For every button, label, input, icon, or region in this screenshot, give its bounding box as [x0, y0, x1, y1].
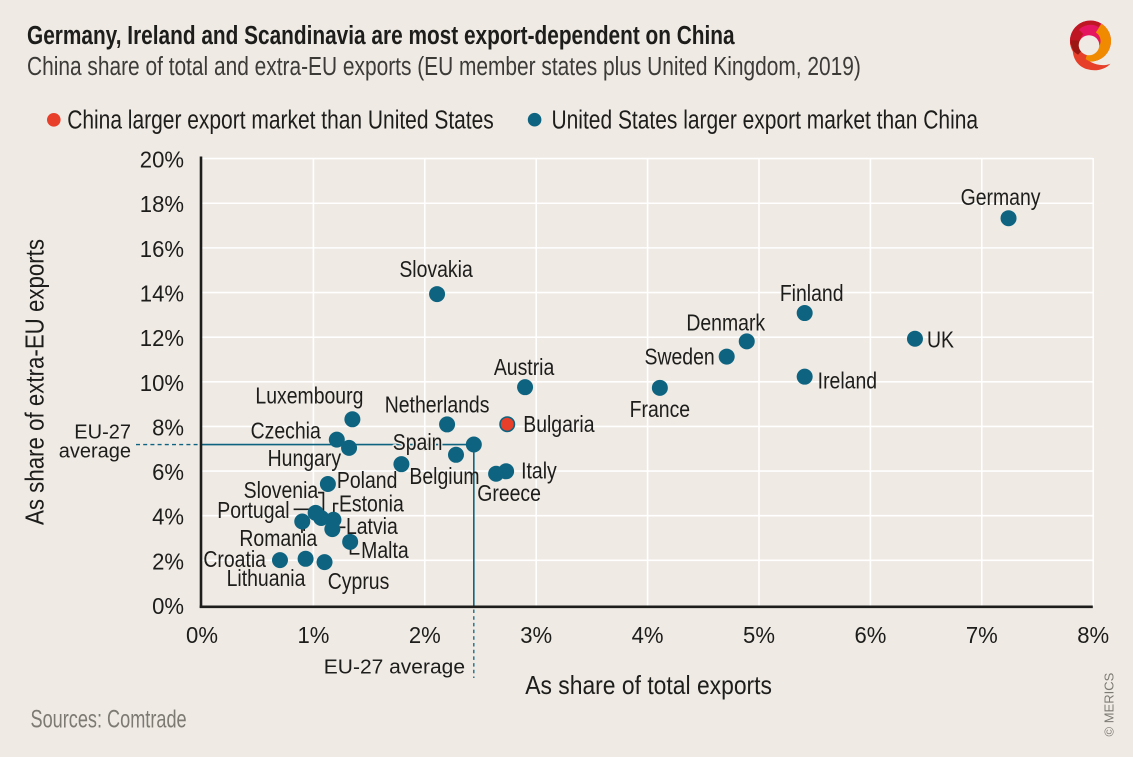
y-tick-label-4: 4% [152, 503, 184, 530]
dot-lithuania [297, 550, 314, 567]
chart-subtitle: China share of total and extra-EU export… [27, 52, 861, 81]
dot-germany [1000, 210, 1017, 227]
credit-note: © MERICS [1102, 672, 1117, 736]
logo-red-swoosh [1072, 50, 1111, 71]
dot-denmark [738, 333, 755, 350]
label-croatia: Croatia [203, 547, 266, 573]
label-netherlands: Netherlands [385, 392, 490, 418]
label-hungary: Hungary [268, 445, 342, 471]
y-tick-label-0: 0% [152, 592, 184, 619]
legend: China larger export market than United S… [47, 106, 979, 135]
x-tick-label-1: 1% [297, 621, 329, 648]
label-france: France [630, 396, 690, 422]
dot-cyprus [316, 554, 333, 571]
dot-netherlands [439, 416, 456, 433]
y-tick-label-16: 16% [140, 235, 184, 262]
y-tick-label-8: 8% [152, 414, 184, 441]
label-romania: Romania [239, 525, 317, 551]
logo-maroon-arc [1070, 40, 1084, 56]
legend-label-us: United States larger export market than … [552, 106, 979, 135]
x-tick-label-5: 5% [743, 621, 775, 648]
dot-poland [319, 476, 336, 493]
eu27-left-label-line2: average [59, 441, 131, 463]
dot-slovakia [429, 286, 446, 303]
dot-greece [488, 465, 505, 482]
label-germany: Germany [961, 185, 1041, 211]
dot-finland [796, 305, 813, 322]
label-slovenia: Slovenia [244, 477, 319, 503]
label-lithuania: Lithuania [227, 565, 306, 591]
label-connector-slovenia [317, 491, 325, 512]
x-axis-title: As share of total exports [525, 672, 772, 700]
dot-slovenia [313, 509, 330, 526]
y-tick-label-6: 6% [152, 458, 184, 485]
legend-dot-china-icon [47, 113, 61, 127]
y-tick-label-10: 10% [140, 369, 184, 396]
label-cyprus: Cyprus [328, 569, 390, 595]
dot-austria [517, 379, 534, 396]
label-czechia: Czechia [251, 418, 321, 444]
label-austria: Austria [494, 355, 555, 381]
eu27-bottom-label: EU-27 average [324, 656, 465, 678]
dot-croatia [271, 552, 288, 569]
dot-luxembourg [344, 411, 361, 428]
y-tick-label-18: 18% [140, 191, 184, 218]
dot-uk [906, 330, 923, 347]
label-denmark: Denmark [686, 310, 765, 336]
x-tick-label-7: 7% [966, 621, 998, 648]
y-tick-label-12: 12% [140, 325, 184, 352]
label-malta: Malta [361, 537, 409, 563]
label-poland: Poland [337, 468, 397, 494]
label-bulgaria: Bulgaria [523, 412, 594, 438]
x-tick-label-3: 3% [520, 621, 552, 648]
y-tick-label-14: 14% [140, 280, 184, 307]
label-slovakia: Slovakia [399, 257, 473, 283]
legend-dot-us-icon [527, 112, 542, 127]
label-italy: Italy [521, 458, 557, 484]
label-ireland: Ireland [818, 368, 877, 394]
plot-area: 0% 2% 4% 6% 8% 10% 12% 14% 16% 18% 20% 0% 1% 2% 3% 4% 5%… [59, 146, 1109, 678]
merics-logo-icon [1069, 20, 1112, 71]
dot-sweden [718, 348, 735, 365]
label-spain: Spain [393, 429, 443, 455]
x-tick-label-8: 8% [1077, 621, 1109, 648]
label-finland: Finland [780, 281, 844, 307]
dot-hungary [341, 439, 358, 456]
label-belgium: Belgium [409, 464, 479, 490]
legend-label-china: China larger export market than United S… [67, 106, 494, 135]
label-portugal: Portugal [217, 497, 289, 523]
eu27-left-label-line1: EU-27 [74, 421, 131, 443]
label-greece: Greece [477, 480, 541, 506]
x-tick-label-4: 4% [632, 621, 664, 648]
dot-romania [294, 513, 311, 530]
logo-hole [1078, 35, 1100, 56]
x-tick-label-2: 2% [409, 621, 441, 648]
y-tick-label-2: 2% [152, 548, 184, 575]
y-tick-label-20: 20% [140, 146, 184, 173]
x-tick-label-6: 6% [854, 621, 886, 648]
dot-ireland [796, 368, 813, 385]
logo-orange-arc [1082, 23, 1112, 62]
dot-bulgaria [499, 416, 516, 433]
label-luxembourg: Luxembourg [255, 383, 363, 409]
dot-latvia [324, 521, 341, 538]
label-sweden: Sweden [644, 344, 714, 370]
label-uk: UK [927, 327, 954, 353]
dot-spain [447, 446, 464, 463]
x-tick-label-0: 0% [186, 621, 218, 648]
chart-title: Germany, Ireland and Scandinavia are mos… [27, 21, 735, 50]
label-estonia: Estonia [339, 491, 404, 517]
label-latvia: Latvia [346, 514, 398, 540]
dot-malta [342, 533, 359, 550]
eu27-average-point [465, 436, 482, 453]
source-note: Sources: Comtrade [31, 705, 187, 734]
dot-belgium [393, 456, 410, 473]
y-axis-title: As share of extra-EU exports [21, 239, 50, 525]
dot-czechia [328, 431, 345, 448]
logo-crimson-edge-arc [1074, 20, 1101, 31]
dot-france [651, 379, 668, 396]
